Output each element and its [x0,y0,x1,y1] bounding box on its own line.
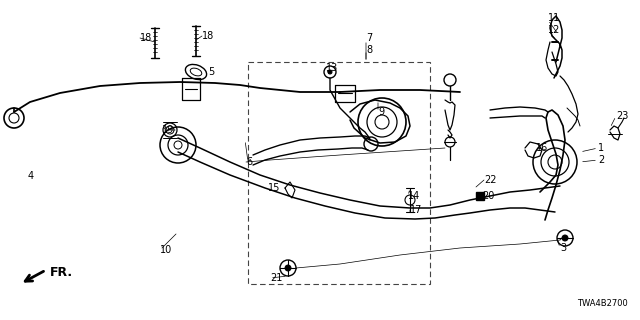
Text: 9: 9 [378,107,384,117]
Text: 3: 3 [560,243,566,253]
Text: 4: 4 [28,171,34,181]
Text: 6: 6 [246,157,252,167]
Text: 18: 18 [202,31,214,41]
Text: 18: 18 [140,33,152,43]
Text: 15: 15 [268,183,280,193]
Circle shape [285,265,291,271]
Bar [476,192,484,200]
Text: 2: 2 [598,155,604,165]
Text: 20: 20 [482,191,494,201]
Text: 17: 17 [410,205,422,215]
Text: 8: 8 [366,45,372,55]
Circle shape [328,70,332,74]
Text: 22: 22 [484,175,497,185]
Text: 13: 13 [326,63,339,73]
Text: 1: 1 [598,143,604,153]
Text: 19: 19 [162,125,174,135]
Text: 11: 11 [548,13,560,23]
Text: 12: 12 [548,25,561,35]
Circle shape [562,235,568,241]
Text: 23: 23 [616,111,628,121]
Text: 7: 7 [366,33,372,43]
Text: 5: 5 [208,67,214,77]
Text: 14: 14 [408,191,420,201]
Text: 16: 16 [536,143,548,153]
Text: FR.: FR. [50,266,73,278]
Text: TWA4B2700: TWA4B2700 [577,299,628,308]
Bar [248,62,430,284]
Text: 10: 10 [160,245,172,255]
Text: 21: 21 [270,273,282,283]
